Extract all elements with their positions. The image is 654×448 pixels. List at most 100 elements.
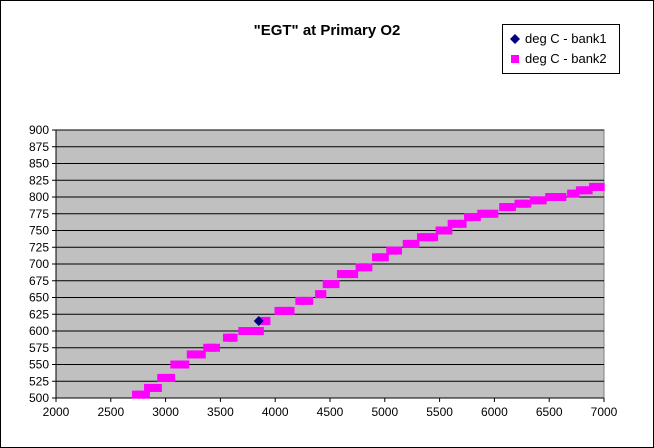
data-point-bank2	[425, 233, 434, 242]
data-point-bank2	[229, 333, 238, 342]
data-point-bank2	[359, 263, 368, 272]
y-tick-label: 650	[29, 291, 49, 305]
data-point-bank2	[141, 390, 150, 399]
data-point-bank2	[534, 196, 543, 205]
x-tick-label: 4500	[317, 405, 344, 419]
data-point-bank2	[580, 186, 589, 195]
y-tick-labels: 500 525 550 575 600 625 650 675 700 725 750 775 800 8…	[29, 123, 56, 405]
data-point-bank2	[481, 209, 490, 218]
data-point-bank2	[499, 203, 508, 212]
y-tick-label: 900	[29, 123, 49, 137]
legend-diamond-icon	[509, 31, 521, 49]
data-point-bank2	[174, 360, 183, 369]
data-point-bank2	[486, 209, 495, 218]
x-tick-label: 5500	[426, 405, 453, 419]
data-point-bank2	[132, 390, 141, 399]
y-tick-label: 575	[29, 341, 49, 355]
y-tick-label: 825	[29, 173, 49, 187]
data-point-bank2	[518, 199, 527, 208]
data-point-bank2	[161, 373, 170, 382]
data-point-bank2	[549, 193, 558, 201]
data-point-bank2	[286, 306, 295, 315]
data-point-bank2	[402, 239, 411, 248]
data-point-bank2	[345, 270, 354, 279]
data-point-bank2	[567, 189, 576, 198]
data-point-bank1	[253, 315, 264, 326]
y-tick-label: 850	[29, 157, 49, 171]
data-point-bank2	[136, 390, 145, 399]
data-point-bank2	[545, 193, 554, 201]
data-point-bank2	[472, 213, 481, 222]
data-point-bank2	[389, 246, 398, 255]
data-point-bank2	[416, 233, 425, 242]
data-point-bank2	[435, 226, 444, 235]
data-point-bank2	[251, 327, 260, 335]
data-point-bank2	[393, 246, 402, 255]
data-point-bank2	[584, 186, 593, 195]
data-point-bank2	[575, 186, 584, 195]
y-tick-label: 550	[29, 358, 49, 372]
data-point-bank2	[331, 280, 340, 289]
data-point-bank2	[167, 373, 176, 382]
x-tick-label: 6000	[481, 405, 508, 419]
x-tick-label: 2500	[97, 405, 124, 419]
y-tick-label: 875	[29, 140, 49, 154]
data-point-bank2	[430, 233, 439, 242]
data-point-bank2	[157, 373, 166, 382]
data-point-bank2	[255, 327, 264, 335]
data-point-bank2	[464, 213, 473, 222]
data-point-bank2	[327, 280, 336, 289]
data-point-bank2	[144, 383, 153, 392]
data-point-bank2	[364, 263, 373, 272]
x-tick-label: 3500	[207, 405, 234, 419]
data-point-bank2	[153, 383, 162, 392]
data-point-bank2	[503, 203, 512, 212]
data-point-bank2	[553, 193, 562, 201]
data-point-bank2	[538, 196, 547, 205]
data-point-bank2	[407, 239, 416, 248]
data-point-bank2	[507, 203, 516, 212]
y-tick-label: 675	[29, 274, 49, 288]
data-point-bank2	[242, 327, 251, 335]
data-point-bank2	[514, 199, 523, 208]
data-point-bank2	[318, 290, 327, 299]
data-point-bank2	[558, 193, 567, 201]
data-point-bank2	[411, 239, 420, 248]
legend-label-bank2: deg C - bank2	[525, 51, 607, 66]
y-tick-label: 600	[29, 324, 49, 338]
data-point-bank2	[447, 219, 456, 228]
y-tick-label: 775	[29, 207, 49, 221]
x-tick-label: 3000	[152, 405, 179, 419]
data-point-bank2	[170, 360, 179, 369]
data-point-bank2	[197, 350, 206, 359]
data-point-bank2	[262, 316, 271, 325]
data-point-bank2	[192, 350, 201, 359]
gridlines	[56, 129, 604, 382]
data-point-bank2	[444, 226, 453, 235]
data-point-bank2	[571, 189, 580, 198]
data-point-bank2	[453, 219, 462, 228]
y-tick-label: 525	[29, 374, 49, 388]
data-point-bank2	[458, 219, 467, 228]
legend-label-bank1: deg C - bank1	[525, 31, 607, 46]
x-tick-labels: 2000 2500 3000 3500 4000 4500 5000 5500 6000 6500…	[43, 398, 618, 419]
legend-item-bank2: deg C - bank2	[509, 50, 607, 68]
x-tick-label: 4000	[262, 405, 289, 419]
legend: deg C - bank1 deg C - bank2	[502, 24, 620, 74]
data-point-bank2	[596, 182, 605, 191]
data-point-bank2	[421, 233, 430, 242]
x-tick-label: 6500	[536, 405, 563, 419]
y-tick-label: 725	[29, 240, 49, 254]
data-point-bank2	[278, 306, 287, 315]
x-tick-label: 5000	[371, 405, 398, 419]
data-point-bank2	[322, 280, 331, 289]
data-point-bank2	[490, 209, 499, 218]
data-point-bank2	[181, 360, 190, 369]
y-tick-label: 800	[29, 190, 49, 204]
data-point-bank2	[468, 213, 477, 222]
data-point-bank2	[439, 226, 448, 235]
data-point-bank2	[207, 343, 216, 352]
data-point-bank2	[274, 306, 283, 315]
data-point-bank2	[148, 383, 157, 392]
